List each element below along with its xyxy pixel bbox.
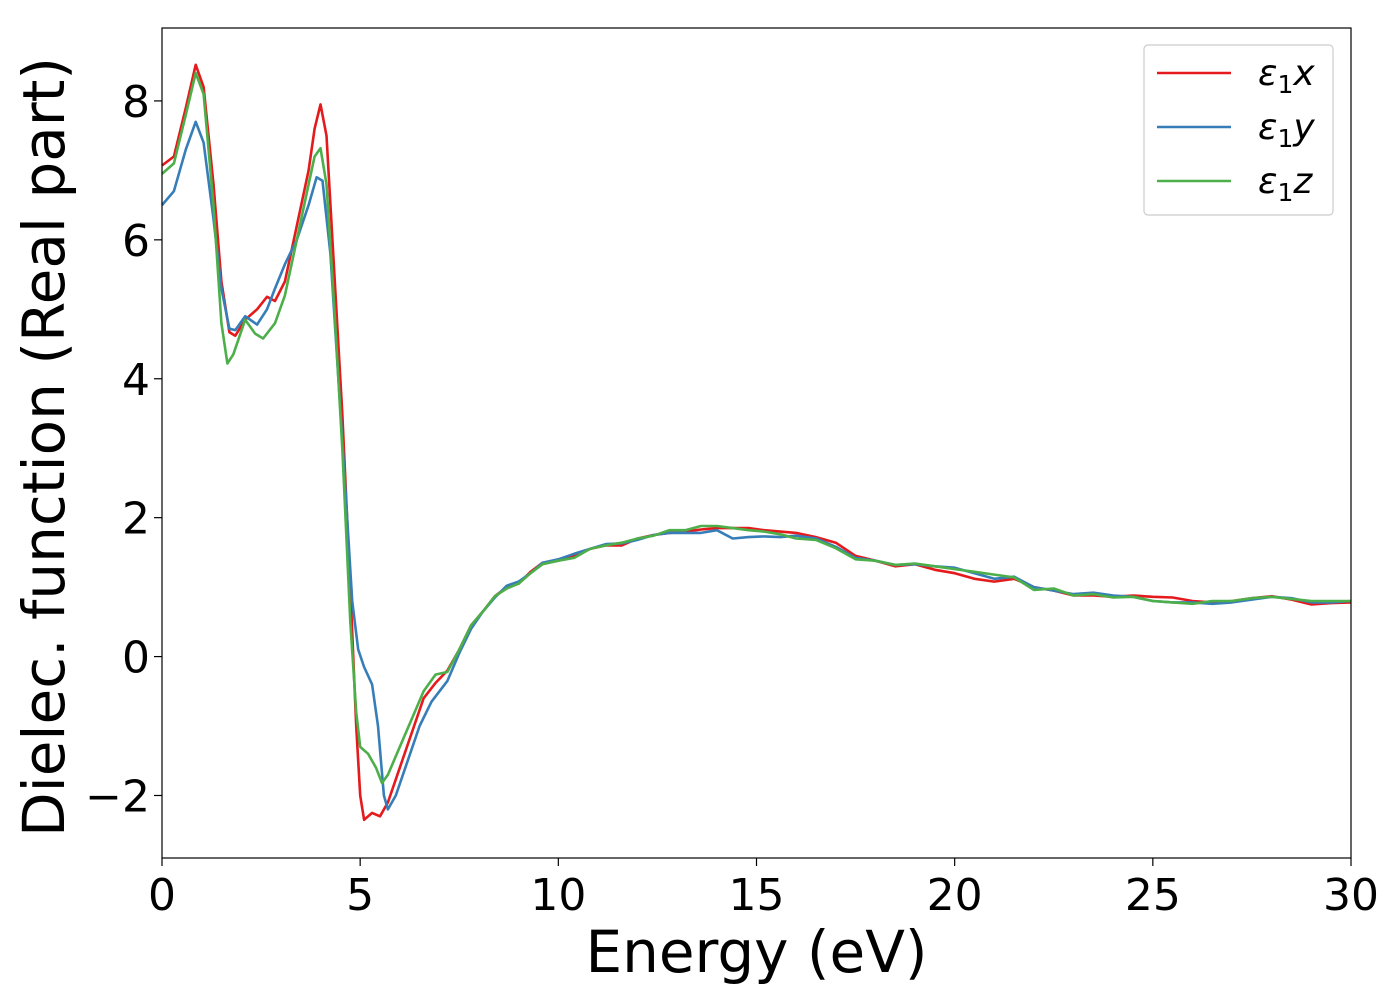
legend-label-0: ε1x — [1258, 53, 1315, 99]
legend-label-1: ε1y — [1258, 107, 1315, 153]
y-tick-label: 0 — [122, 633, 150, 684]
x-tick-label: 25 — [1125, 870, 1181, 921]
x-tick-label: 20 — [927, 870, 983, 921]
y-tick-label: 4 — [122, 355, 150, 406]
series-line-1 — [161, 120, 1352, 811]
y-tick-label: −2 — [85, 771, 150, 822]
y-tick-label: 6 — [122, 216, 150, 267]
x-tick-label: 15 — [729, 870, 785, 921]
series-line-2 — [161, 71, 1351, 785]
y-tick-label: 8 — [122, 77, 150, 128]
x-tick-label: 10 — [530, 870, 586, 921]
legend: ε1x ε1y ε1z — [1143, 44, 1334, 216]
legend-label-2: ε1z — [1258, 161, 1313, 207]
y-axis-label: Dielec. function (Real part) — [10, 57, 78, 837]
legend-box — [1143, 44, 1334, 216]
y-tick-label: 2 — [122, 494, 150, 545]
x-tick-label: 30 — [1323, 870, 1379, 921]
x-tick-label: 0 — [148, 870, 176, 921]
x-axis-label: Energy (eV) — [585, 918, 927, 986]
series-lines — [161, 63, 1352, 822]
x-tick-label: 5 — [346, 870, 374, 921]
axis-ticks: 0 5 10 15 20 25 30 −2 0 2 4 6 8 — [85, 77, 1379, 921]
